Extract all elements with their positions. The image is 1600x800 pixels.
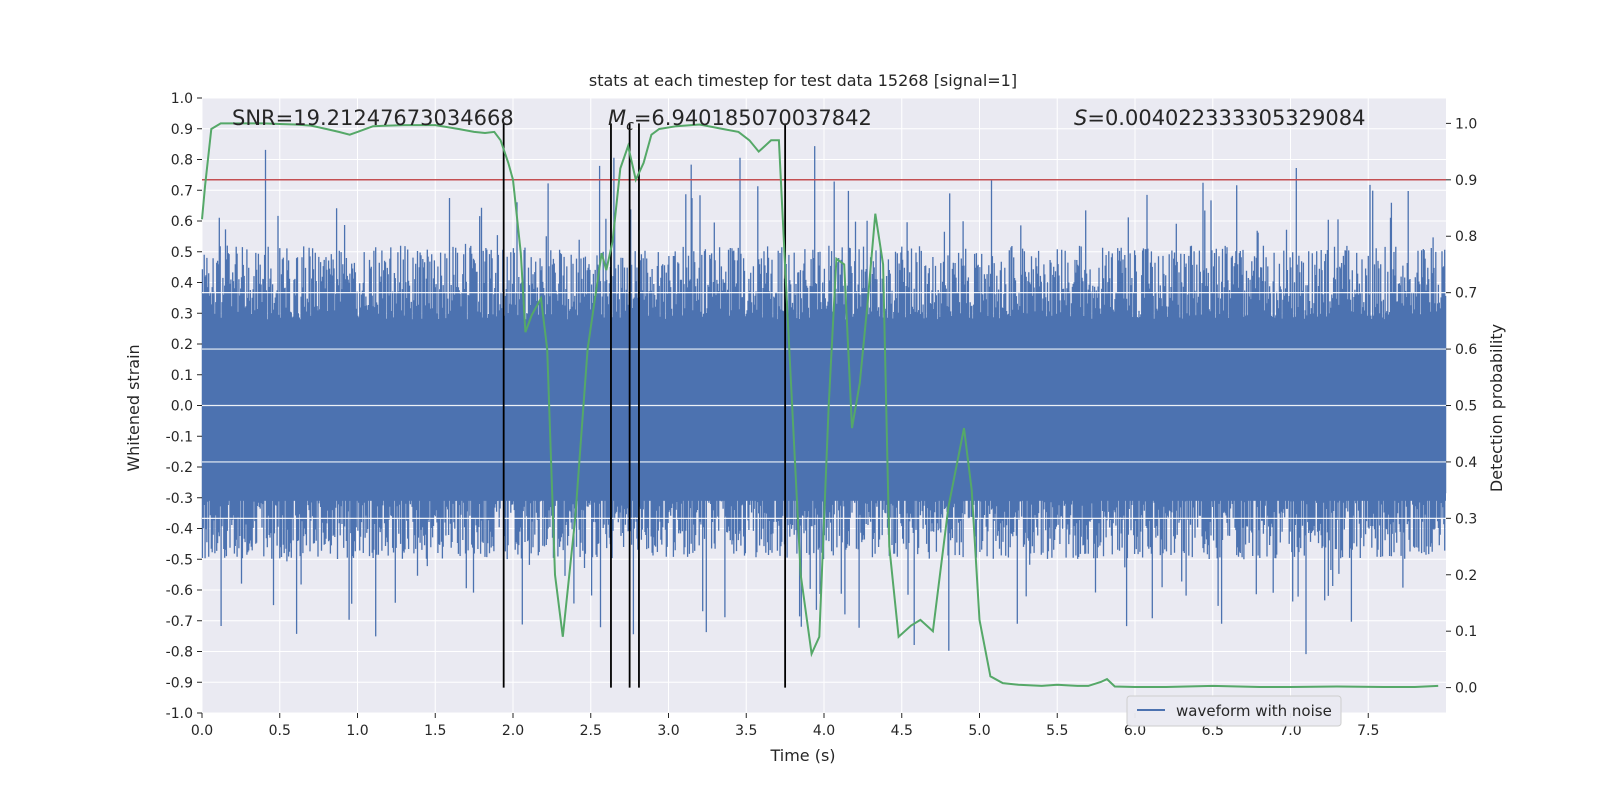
y-left-tick-label: -0.6	[166, 583, 193, 599]
s-value: =0.004022333305329084	[1087, 106, 1365, 130]
y-left-tick-label: -0.9	[166, 675, 193, 691]
y-left-tick-label: 0.9	[171, 122, 193, 138]
s-annotation: S=0.004022333305329084	[1074, 106, 1365, 130]
legend: waveform with noise	[1126, 695, 1342, 727]
x-tick-label: 3.0	[657, 723, 679, 739]
y-left-tick-label: 0.1	[171, 368, 193, 384]
y-right-tick-label: 0.1	[1455, 624, 1477, 640]
s-symbol: S	[1074, 106, 1087, 130]
y-left-tick-label: 0.5	[171, 245, 193, 261]
marker-lines	[502, 123, 787, 688]
y-left-tick-label: -0.7	[166, 614, 193, 630]
snr-annotation: SNR=19.21247673034668	[232, 106, 514, 130]
y-left-tick-label: 0.8	[171, 153, 193, 169]
x-tick-label: 2.5	[580, 723, 602, 739]
y-left-tick-label: 0.6	[171, 214, 193, 230]
y-right-tick-label: 0.6	[1455, 342, 1477, 358]
x-tick-label: 6.0	[1124, 723, 1146, 739]
x-tick-label: 1.5	[424, 723, 446, 739]
y-left-tick-label: -0.4	[166, 522, 193, 538]
y-left-tick-label: -0.2	[166, 460, 193, 476]
y-right-tick-label: 0.7	[1455, 286, 1477, 302]
probability-line	[201, 122, 1439, 688]
y-left-tick-label: 0.0	[171, 399, 193, 415]
tick-labels: 0.0 0.5 1.0 1.5 2.0 2.5 3.0 3.5 4.0 4.5 5.0 5.5 6.0 6…	[166, 91, 1478, 739]
y-axis-label-left: Whitened strain	[124, 344, 143, 471]
x-tick-label: 0.5	[269, 723, 291, 739]
probability-series	[201, 122, 1439, 688]
y-left-tick-label: 1.0	[171, 91, 193, 107]
legend-label-waveform: waveform with noise	[1176, 702, 1332, 720]
y-axis-label-right: Detection probability	[1487, 324, 1506, 492]
x-tick-label: 7.0	[1279, 723, 1301, 739]
legend-box	[1126, 695, 1342, 727]
y-left-tick-label: -0.5	[166, 552, 193, 568]
y-left-tick-label: 0.4	[171, 276, 193, 292]
y-right-tick-label: 0.4	[1455, 455, 1477, 471]
y-left-tick-label: -0.3	[166, 491, 193, 507]
x-tick-label: 3.5	[735, 723, 757, 739]
y-right-tick-label: 0.2	[1455, 568, 1477, 584]
y-left-tick-label: -1.0	[166, 706, 193, 722]
y-left-tick-label: 0.3	[171, 306, 193, 322]
y-right-tick-label: 1.0	[1455, 116, 1477, 132]
x-axis-label: Time (s)	[769, 746, 835, 765]
x-tick-label: 5.5	[1046, 723, 1068, 739]
x-tick-label: 0.0	[191, 723, 213, 739]
x-tick-label: 4.5	[891, 723, 913, 739]
y-right-tick-label: 0.8	[1455, 229, 1477, 245]
y-right-tick-label: 0.0	[1455, 681, 1477, 697]
x-tick-label: 4.0	[813, 723, 835, 739]
waveform-core	[202, 337, 1446, 501]
waveform-series	[201, 146, 1447, 655]
chirp-mass-subscript: c	[626, 118, 634, 134]
y-right-tick-label: 0.3	[1455, 511, 1477, 527]
x-tick-label: 5.0	[968, 723, 990, 739]
y-left-tick-label: 0.7	[171, 183, 193, 199]
y-right-tick-label: 0.9	[1455, 173, 1477, 189]
chirp-mass-symbol: M	[608, 106, 626, 130]
x-tick-label: 1.0	[346, 723, 368, 739]
y-right-tick-label: 0.5	[1455, 399, 1477, 415]
x-tick-label: 2.0	[502, 723, 524, 739]
chirp-mass-annotation: Mc=6.940185070037842	[608, 106, 872, 134]
x-tick-label: 6.5	[1202, 723, 1224, 739]
chart-title: stats at each timestep for test data 152…	[589, 71, 1017, 90]
y-left-tick-label: 0.2	[171, 337, 193, 353]
y-left-tick-label: -0.1	[166, 429, 193, 445]
chirp-mass-value: =6.940185070037842	[634, 106, 872, 130]
x-tick-label: 7.5	[1357, 723, 1379, 739]
y-left-tick-label: -0.8	[166, 645, 193, 661]
